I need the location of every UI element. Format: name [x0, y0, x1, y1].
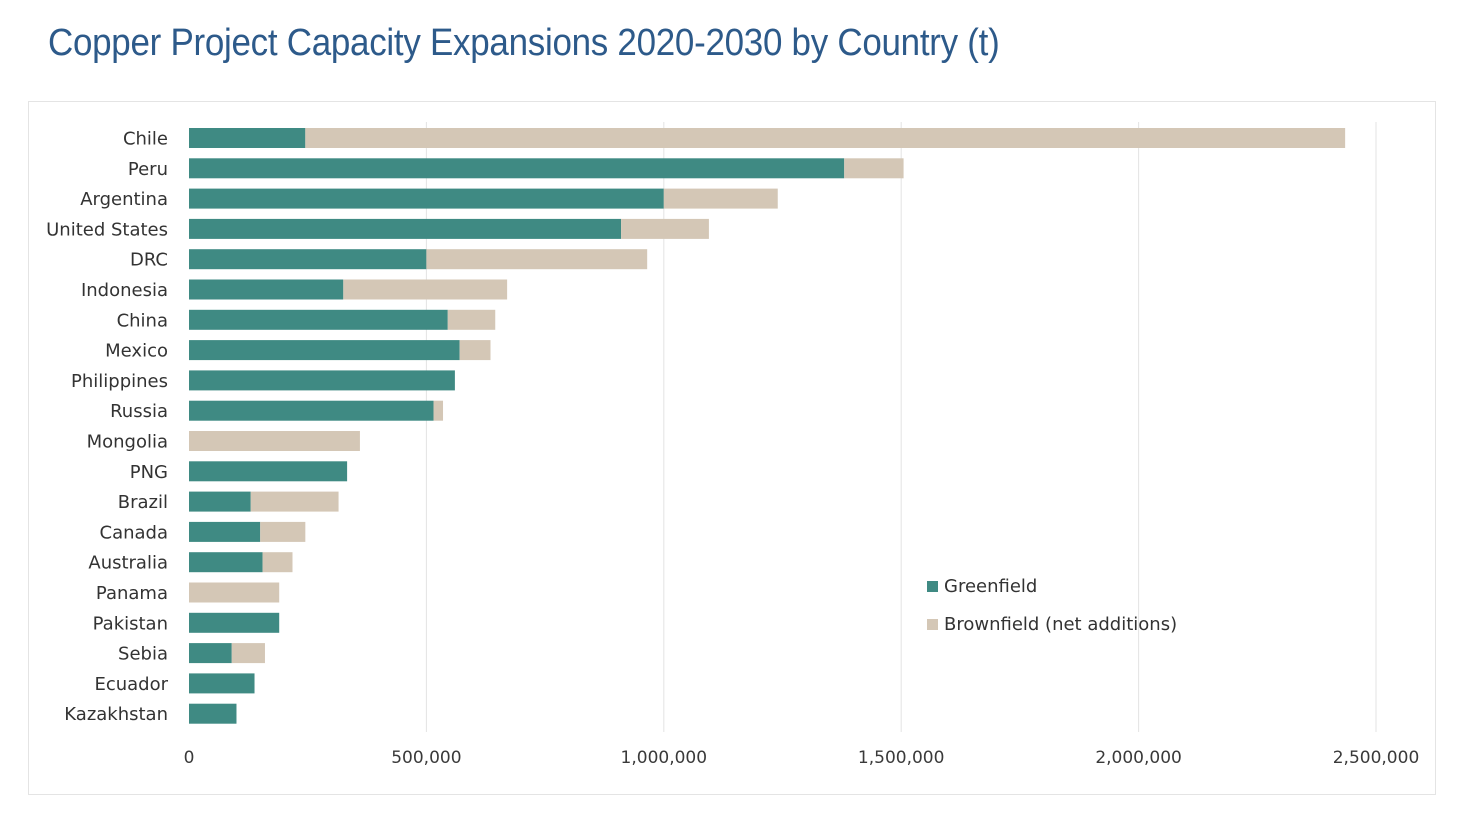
- category-label: China: [117, 310, 168, 331]
- category-label: Mexico: [105, 341, 168, 362]
- category-label: Panama: [96, 583, 168, 604]
- bar-brownfield-net-additions-sebia: [231, 643, 265, 664]
- category-label: Canada: [100, 522, 169, 543]
- bar-greenfield-brazil: [189, 491, 251, 512]
- gridlines: [425, 122, 1377, 732]
- bar-greenfield-pakistan: [189, 612, 280, 633]
- x-tick-label: 1,000,000: [621, 748, 708, 768]
- x-tick-label: 0: [184, 748, 195, 768]
- category-labels: Chile Peru Argentina United States DRC Indone…: [46, 129, 168, 726]
- bar-brownfield-net-additions-mongolia: [189, 431, 360, 451]
- category-label: Ecuador: [94, 674, 168, 695]
- x-tick-label: 2,500,000: [1333, 748, 1420, 768]
- category-label: Kazakhstan: [64, 704, 168, 725]
- category-label: Philippines: [71, 371, 168, 392]
- bar-greenfield-chile: [189, 128, 306, 148]
- category-label: PNG: [130, 462, 168, 483]
- legend-swatch-greenfield: [927, 581, 938, 592]
- x-tick-label: 2,000,000: [1095, 748, 1182, 768]
- category-label: Pakistan: [93, 613, 168, 634]
- bars: [189, 128, 1346, 724]
- category-label: Australia: [88, 553, 168, 574]
- category-label: DRC: [130, 250, 168, 271]
- legend-label-greenfield: Greenfield: [944, 576, 1037, 597]
- category-label: Russia: [110, 401, 168, 422]
- bar-greenfield-canada: [189, 521, 261, 542]
- bar-brownfield-net-additions-australia: [262, 552, 293, 573]
- category-label: Mongolia: [87, 432, 168, 453]
- category-label: Peru: [128, 159, 168, 180]
- bar-brownfield-net-additions-brazil: [250, 491, 339, 512]
- bar-brownfield-net-additions-china: [447, 309, 496, 330]
- bar-brownfield-net-additions-panama: [189, 582, 280, 603]
- bar-brownfield-net-additions-canada: [260, 521, 306, 542]
- x-axis-tick-labels: 0 500,000 1,000,000 1,500,000 2,000,000 2,500…: [184, 748, 1420, 768]
- bar-brownfield-net-additions-indonesia: [343, 279, 508, 300]
- legend-label-brownfield-net-additions: Brownfield (net additions): [944, 614, 1177, 635]
- bar-greenfield-drc: [189, 249, 427, 270]
- bar-greenfield-mexico: [189, 340, 460, 361]
- bar-greenfield-kazakhstan: [189, 703, 237, 724]
- bar-chart: Chile Peru Argentina United States DRC Indone…: [46, 122, 1420, 768]
- category-label: Indonesia: [81, 280, 168, 301]
- x-tick-label: 500,000: [391, 748, 461, 768]
- bar-greenfield-sebia: [189, 643, 232, 664]
- bar-brownfield-net-additions-chile: [305, 128, 1346, 148]
- bar-greenfield-australia: [189, 552, 263, 573]
- bar-greenfield-philippines: [189, 370, 455, 391]
- bar-greenfield-peru: [189, 158, 845, 179]
- chart-frame: Chile Peru Argentina United States DRC Indone…: [28, 101, 1436, 795]
- bar-brownfield-net-additions-argentina: [663, 188, 778, 209]
- category-label: Sebia: [118, 644, 168, 665]
- category-label: Chile: [123, 129, 168, 150]
- x-tick-label: 1,500,000: [858, 748, 945, 768]
- bar-greenfield-russia: [189, 400, 434, 421]
- bar-greenfield-china: [189, 309, 448, 330]
- bar-greenfield-ecuador: [189, 673, 255, 694]
- legend: Greenfield Brownfield (net additions): [927, 576, 1177, 635]
- bar-greenfield-indonesia: [189, 279, 344, 300]
- bar-brownfield-net-additions-united-states: [621, 218, 709, 239]
- page-title: Copper Project Capacity Expansions 2020-…: [48, 22, 1000, 64]
- bar-brownfield-net-additions-russia: [433, 400, 444, 421]
- category-label: United States: [46, 219, 168, 240]
- bar-greenfield-united-states: [189, 218, 622, 239]
- bar-greenfield-png: [189, 461, 348, 482]
- bar-brownfield-net-additions-peru: [844, 158, 904, 179]
- bar-brownfield-net-additions-mexico: [459, 340, 491, 361]
- legend-swatch-brownfield-net-additions: [927, 619, 938, 630]
- category-label: Argentina: [80, 189, 168, 210]
- bar-greenfield-argentina: [189, 188, 664, 209]
- bar-brownfield-net-additions-drc: [426, 249, 648, 270]
- category-label: Brazil: [118, 492, 168, 513]
